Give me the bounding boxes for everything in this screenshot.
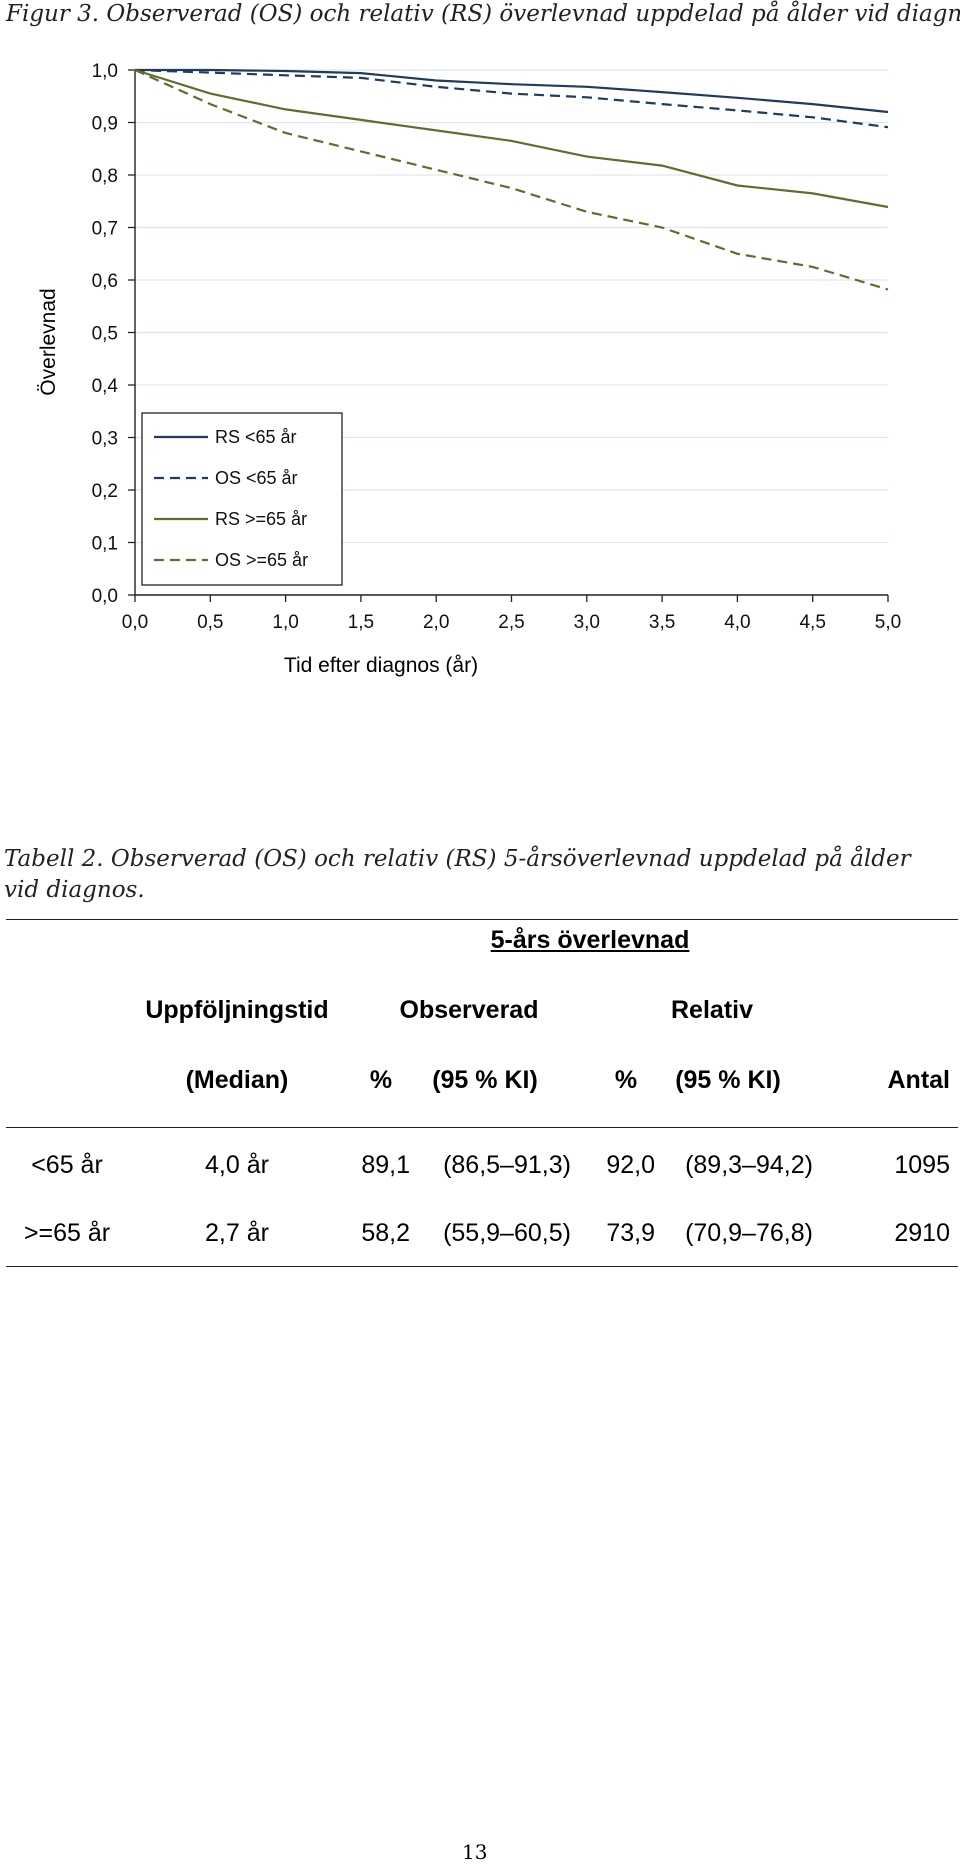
- row-1-median: 4,0 år: [205, 1151, 269, 1179]
- y-tick-label: 0,8: [92, 166, 118, 187]
- y-tick-label: 0,3: [92, 429, 118, 450]
- y-tick-label: 0,0: [92, 586, 118, 607]
- y-tick-label: 0,9: [92, 114, 118, 135]
- survival-chart: 0,0 0,1 0,2 0,3 0,4 0,5 0,6 0,7 0,8 0,9 1,0 0,0 0,5 1…: [37, 61, 902, 677]
- y-tick-label: 0,1: [92, 534, 118, 555]
- y-tick-label: 0,7: [92, 219, 118, 240]
- group-header: 5-års överlevnad: [490, 926, 690, 954]
- series-lines: [134, 68, 889, 291]
- header-obs-ci: (95 % KI): [432, 1066, 538, 1094]
- row-1-obs-pct: 89,1: [361, 1151, 410, 1179]
- row-1-group: <65 år: [31, 1151, 103, 1179]
- row-1-rel-pct: 92,0: [606, 1151, 655, 1179]
- row-2-count: 2910: [894, 1219, 950, 1247]
- row-2-rel-pct: 73,9: [606, 1219, 655, 1247]
- y-axis-label: Överlevnad: [37, 288, 60, 395]
- table-caption: Tabell 2. Observerad (OS) och relativ (R…: [4, 846, 911, 903]
- table-header-rule: [6, 1127, 958, 1128]
- header-relative: Relativ: [671, 996, 753, 1024]
- figure-caption: Figur 3. Observerad (OS) och relativ (RS…: [6, 1, 960, 27]
- y-tick-label: 0,2: [92, 481, 118, 502]
- x-tick-label: 5,0: [875, 612, 901, 633]
- legend-label-3: RS >=65 år: [215, 509, 307, 529]
- series-line-1: [135, 68, 889, 114]
- header-median: (Median): [185, 1066, 289, 1094]
- row-2-obs-ci: (55,9–60,5): [443, 1219, 571, 1247]
- x-tick-label: 4,0: [724, 612, 750, 633]
- header-obs-pct: %: [369, 1066, 393, 1094]
- row-2-median: 2,7 år: [205, 1219, 269, 1247]
- x-tick-label: 3,5: [649, 612, 675, 633]
- x-tick-label: 0,5: [197, 612, 223, 633]
- row-1-obs-ci: (86,5–91,3): [443, 1151, 571, 1179]
- row-1-count: 1095: [894, 1151, 950, 1179]
- y-tick-label: 0,6: [92, 271, 118, 292]
- legend-box: [141, 412, 343, 586]
- y-tick-label: 0,4: [92, 376, 119, 397]
- table-bottom-rule: [6, 1266, 958, 1267]
- y-tick-label: 0,5: [92, 324, 118, 345]
- legend-label-1: RS <65 år: [215, 427, 297, 447]
- row-2-obs-pct: 58,2: [361, 1219, 410, 1247]
- x-tick-label: 2,0: [423, 612, 449, 633]
- header-followup: Uppföljningstid: [145, 996, 329, 1024]
- axes: 0,0 0,1 0,2 0,3 0,4 0,5 0,6 0,7 0,8 0,9 1,0 0,0 0,5 1…: [92, 61, 902, 633]
- x-tick-label: 3,0: [574, 612, 600, 633]
- header-rel-pct: %: [614, 1066, 638, 1094]
- row-1-rel-ci: (89,3–94,2): [685, 1151, 813, 1179]
- series-line-3: [134, 68, 889, 209]
- y-tick-label: 1,0: [92, 61, 118, 82]
- header-count: Antal: [887, 1066, 951, 1094]
- x-tick-label: 2,5: [498, 612, 524, 633]
- header-observed: Observerad: [399, 996, 539, 1024]
- page-number: 13: [462, 1840, 488, 1864]
- row-2-group: >=65 år: [23, 1219, 111, 1247]
- legend-label-2: OS <65 år: [215, 468, 298, 488]
- table-top-rule: [6, 919, 958, 920]
- x-tick-label: 0,0: [122, 612, 148, 633]
- x-tick-label: 1,0: [272, 612, 298, 633]
- series-line-4: [134, 68, 889, 291]
- x-tick-label: 1,5: [348, 612, 374, 633]
- row-2-rel-ci: (70,9–76,8): [685, 1219, 813, 1247]
- x-tick-label: 4,5: [799, 612, 825, 633]
- series-line-2: [134, 68, 889, 129]
- header-rel-ci: (95 % KI): [675, 1066, 781, 1094]
- legend: RS <65 år OS <65 år RS >=65 år OS >=65 år: [141, 412, 343, 586]
- x-axis-label: Tid efter diagnos (år): [284, 654, 478, 677]
- legend-label-4: OS >=65 år: [215, 550, 308, 570]
